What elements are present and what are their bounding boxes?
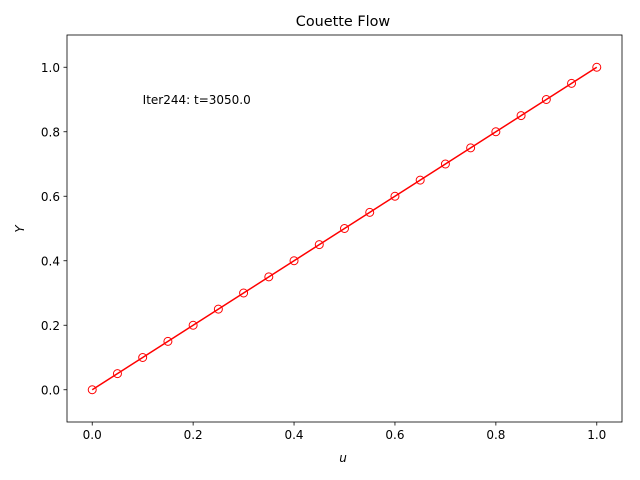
data-point-marker — [163, 336, 173, 346]
data-point-marker — [138, 353, 148, 362]
y-axis-label: Y — [13, 224, 27, 233]
data-point-marker — [491, 127, 501, 137]
data-point-marker — [289, 256, 299, 266]
y-tick-label: 0.2 — [41, 319, 60, 333]
y-tick-label: 0.8 — [41, 125, 60, 139]
data-point-marker — [440, 159, 450, 169]
x-tick-label: 0.2 — [184, 428, 203, 442]
data-point-marker — [112, 369, 122, 379]
x-tick-label: 0.0 — [83, 428, 102, 442]
series-line — [91, 66, 598, 391]
data-point-marker — [592, 62, 602, 72]
y-tick-label: 0.6 — [41, 190, 60, 204]
data-point-marker — [314, 240, 324, 250]
y-tick-label: 0.0 — [41, 383, 60, 397]
data-point-marker — [188, 320, 198, 330]
y-tick-label: 1.0 — [41, 61, 60, 75]
data-point-marker — [213, 304, 223, 314]
x-axis-label: u — [339, 451, 347, 465]
data-point-marker — [87, 385, 97, 395]
data-point-marker — [390, 191, 400, 201]
x-tick-label: 0.8 — [486, 428, 505, 442]
y-tick-label: 0.4 — [41, 254, 60, 268]
x-tick-label: 0.6 — [385, 428, 404, 442]
data-point-marker — [365, 207, 375, 217]
chart-title: Couette Flow — [296, 14, 391, 30]
data-point-marker — [466, 143, 476, 153]
plot-area: 0.0 0.2 0.4 0.6 0.8 1.0 0.0 0.2 0.4 0.6 0.8 1.0 Iter… — [41, 34, 623, 442]
data-point-marker — [340, 224, 349, 233]
data-point-marker — [541, 95, 551, 104]
data-point-marker — [415, 175, 425, 185]
data-point-marker — [567, 78, 577, 88]
x-tick-label: 1.0 — [587, 428, 606, 442]
axes-frame — [66, 34, 623, 423]
x-tick-label: 0.4 — [284, 428, 303, 442]
data-point-marker — [239, 288, 249, 298]
data-point-marker — [516, 111, 526, 121]
iteration-annotation: Iter244: t=3050.0 — [143, 93, 251, 107]
data-point-marker — [264, 272, 274, 282]
